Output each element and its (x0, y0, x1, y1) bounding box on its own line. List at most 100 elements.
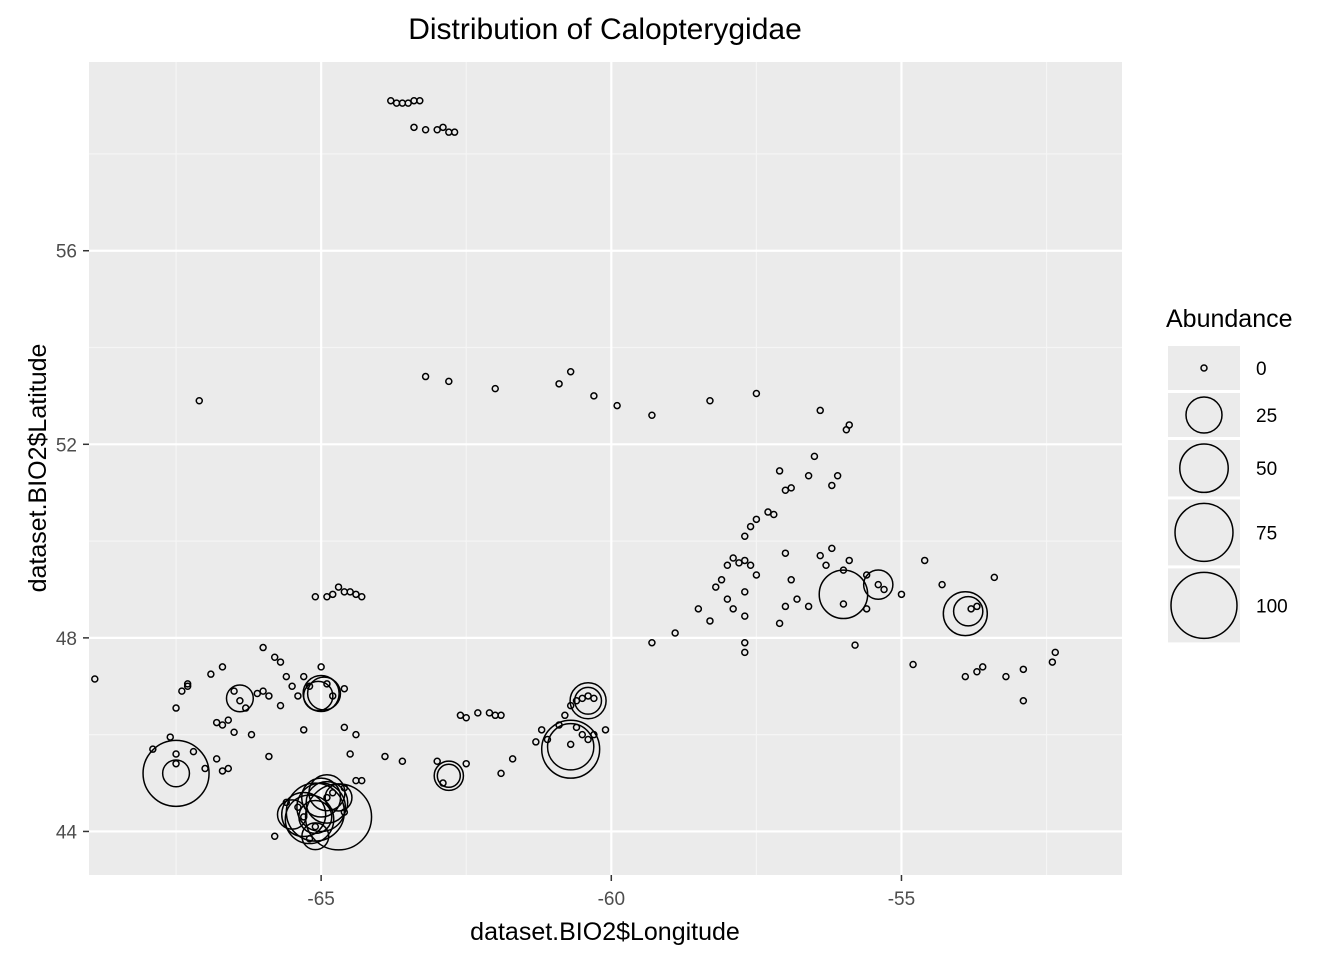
plot-panel (89, 62, 1122, 875)
data-point (532, 738, 540, 746)
data-point (746, 522, 755, 531)
data-point (694, 605, 703, 613)
legend-label: 50 (1256, 459, 1277, 480)
data-point (311, 592, 320, 601)
data-point (294, 803, 302, 811)
legend-label: 25 (1256, 406, 1277, 427)
data-point (770, 510, 778, 519)
legend-key-bg (1168, 499, 1240, 566)
data-point (508, 755, 517, 763)
chart-title: Distribution of Calopterygidae (408, 13, 802, 46)
data-point (265, 692, 273, 700)
legend-key-circle (1200, 364, 1208, 372)
data-point (224, 764, 233, 773)
data-point (775, 467, 784, 475)
data-point (340, 723, 349, 732)
data-point (281, 791, 327, 838)
legend-key-circle (1185, 396, 1223, 434)
data-point (236, 697, 244, 705)
data-point (828, 544, 836, 553)
data-point (218, 663, 227, 671)
data-point (537, 726, 546, 734)
data-point (142, 739, 210, 808)
data-point (584, 735, 592, 744)
data-point (183, 682, 192, 691)
data-point (276, 658, 285, 666)
data-point (282, 672, 291, 681)
data-point (706, 397, 714, 405)
legend-title: Abundance (1166, 305, 1293, 333)
data-point (381, 752, 389, 761)
data-point (230, 728, 238, 736)
data-point (421, 372, 430, 381)
data-point (920, 556, 929, 565)
data-point (752, 389, 761, 398)
data-point (566, 367, 575, 376)
data-point (299, 726, 308, 734)
data-point (301, 822, 330, 851)
data-point (1048, 658, 1057, 666)
legend: Abundance 0 25 50 75 100 (1166, 305, 1293, 643)
data-point (421, 126, 430, 134)
data-point (613, 401, 621, 410)
data-point (729, 605, 737, 613)
data-point (880, 585, 888, 594)
data-point (781, 602, 790, 611)
data-point (433, 760, 465, 792)
data-point (474, 709, 482, 717)
data-point (462, 759, 470, 768)
data-point (833, 472, 842, 480)
data-point (308, 773, 346, 812)
data-point (555, 380, 563, 388)
data-point (909, 660, 917, 669)
data-point (723, 561, 732, 570)
legend-key-circle (1170, 571, 1238, 640)
data-point (178, 687, 186, 695)
data-point (741, 588, 749, 596)
data-point (874, 580, 883, 589)
data-point (569, 682, 607, 720)
data-point (842, 426, 851, 434)
data-point (590, 392, 598, 400)
y-tick-label: 52 (56, 435, 77, 456)
data-point (433, 757, 441, 766)
y-tick-label: 44 (56, 822, 78, 843)
data-point (601, 726, 610, 734)
data-point (897, 590, 906, 599)
data-point (276, 799, 308, 830)
legend-label: 100 (1256, 596, 1288, 617)
data-point (746, 561, 755, 570)
data-point (1051, 648, 1060, 657)
data-point (172, 704, 180, 712)
y-axis-title: dataset.BIO2$Latitude (24, 344, 52, 593)
data-point (741, 648, 749, 657)
data-point (410, 123, 418, 132)
data-point (723, 595, 732, 603)
legend-key-bg (1168, 346, 1240, 390)
legend-label: 75 (1256, 523, 1277, 544)
data-point (270, 832, 279, 841)
data-point (352, 730, 360, 739)
data-point (942, 590, 989, 637)
data-point (288, 682, 296, 691)
grid-minor (89, 62, 1122, 875)
data-point (189, 747, 198, 756)
data-point (323, 793, 331, 802)
data-point (978, 663, 987, 671)
data-point (328, 590, 337, 599)
legend-key-circle (1174, 502, 1234, 563)
data-point (270, 653, 279, 661)
data-point (497, 711, 505, 720)
data-point (195, 397, 204, 405)
data-point (775, 619, 784, 628)
data-point (804, 602, 813, 611)
data-point (166, 733, 174, 741)
data-point (781, 549, 790, 557)
data-point (952, 595, 984, 627)
data-point (298, 799, 333, 835)
data-point (793, 595, 801, 603)
data-point (212, 755, 221, 763)
data-point (717, 576, 726, 584)
x-axis-ticks: -65 -60 -55 (307, 875, 915, 910)
data-point (787, 576, 795, 584)
